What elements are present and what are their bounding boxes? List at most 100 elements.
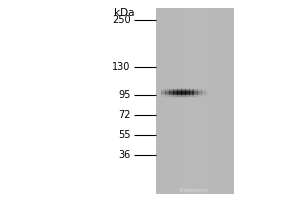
FancyBboxPatch shape xyxy=(185,91,186,92)
FancyBboxPatch shape xyxy=(178,93,179,94)
FancyBboxPatch shape xyxy=(194,89,195,90)
FancyBboxPatch shape xyxy=(178,91,179,92)
FancyBboxPatch shape xyxy=(186,92,187,93)
FancyBboxPatch shape xyxy=(168,91,169,92)
FancyBboxPatch shape xyxy=(185,90,186,91)
FancyBboxPatch shape xyxy=(163,93,164,94)
FancyBboxPatch shape xyxy=(179,93,180,94)
FancyBboxPatch shape xyxy=(201,93,202,94)
FancyBboxPatch shape xyxy=(168,90,169,91)
FancyBboxPatch shape xyxy=(192,92,193,93)
FancyBboxPatch shape xyxy=(176,91,178,92)
FancyBboxPatch shape xyxy=(179,92,180,93)
FancyBboxPatch shape xyxy=(184,91,186,92)
FancyBboxPatch shape xyxy=(176,96,177,97)
FancyBboxPatch shape xyxy=(193,90,194,91)
FancyBboxPatch shape xyxy=(195,94,196,95)
FancyBboxPatch shape xyxy=(192,90,193,91)
FancyBboxPatch shape xyxy=(170,90,171,91)
FancyBboxPatch shape xyxy=(170,96,171,97)
FancyBboxPatch shape xyxy=(199,94,200,95)
FancyBboxPatch shape xyxy=(198,91,199,92)
FancyBboxPatch shape xyxy=(172,96,174,97)
FancyBboxPatch shape xyxy=(175,91,176,92)
FancyBboxPatch shape xyxy=(192,95,193,96)
FancyBboxPatch shape xyxy=(188,93,189,94)
FancyBboxPatch shape xyxy=(194,93,195,94)
FancyBboxPatch shape xyxy=(164,93,165,94)
FancyBboxPatch shape xyxy=(164,90,166,91)
Text: Elabscience: Elabscience xyxy=(179,188,208,193)
FancyBboxPatch shape xyxy=(161,91,162,92)
FancyBboxPatch shape xyxy=(172,89,173,90)
FancyBboxPatch shape xyxy=(201,92,202,93)
FancyBboxPatch shape xyxy=(190,95,191,96)
FancyBboxPatch shape xyxy=(199,92,200,93)
FancyBboxPatch shape xyxy=(172,92,174,93)
FancyBboxPatch shape xyxy=(197,94,198,95)
FancyBboxPatch shape xyxy=(172,94,174,95)
FancyBboxPatch shape xyxy=(161,92,162,93)
FancyBboxPatch shape xyxy=(176,96,178,97)
FancyBboxPatch shape xyxy=(176,89,178,90)
FancyBboxPatch shape xyxy=(187,92,188,93)
FancyBboxPatch shape xyxy=(163,94,164,95)
FancyBboxPatch shape xyxy=(202,92,203,93)
FancyBboxPatch shape xyxy=(172,90,173,91)
FancyBboxPatch shape xyxy=(195,89,196,90)
FancyBboxPatch shape xyxy=(186,91,187,92)
FancyBboxPatch shape xyxy=(168,93,169,94)
FancyBboxPatch shape xyxy=(193,91,194,92)
FancyBboxPatch shape xyxy=(201,92,202,93)
FancyBboxPatch shape xyxy=(195,92,196,93)
FancyBboxPatch shape xyxy=(191,89,192,90)
FancyBboxPatch shape xyxy=(162,94,163,95)
FancyBboxPatch shape xyxy=(162,90,163,91)
FancyBboxPatch shape xyxy=(193,94,194,95)
FancyBboxPatch shape xyxy=(160,92,162,93)
FancyBboxPatch shape xyxy=(190,96,191,97)
FancyBboxPatch shape xyxy=(166,91,167,92)
FancyBboxPatch shape xyxy=(198,94,199,95)
FancyBboxPatch shape xyxy=(193,92,194,93)
FancyBboxPatch shape xyxy=(161,94,162,95)
FancyBboxPatch shape xyxy=(185,93,186,94)
FancyBboxPatch shape xyxy=(169,90,170,91)
FancyBboxPatch shape xyxy=(181,91,182,92)
Text: 36: 36 xyxy=(118,150,130,160)
FancyBboxPatch shape xyxy=(177,96,178,97)
FancyBboxPatch shape xyxy=(190,94,191,95)
FancyBboxPatch shape xyxy=(181,94,182,95)
FancyBboxPatch shape xyxy=(191,92,192,93)
FancyBboxPatch shape xyxy=(187,96,188,97)
FancyBboxPatch shape xyxy=(182,96,183,97)
FancyBboxPatch shape xyxy=(179,93,180,94)
FancyBboxPatch shape xyxy=(183,94,184,95)
FancyBboxPatch shape xyxy=(169,92,170,93)
FancyBboxPatch shape xyxy=(185,94,186,95)
FancyBboxPatch shape xyxy=(200,90,201,91)
Text: kDa: kDa xyxy=(114,8,135,18)
FancyBboxPatch shape xyxy=(163,92,164,93)
FancyBboxPatch shape xyxy=(190,90,191,91)
FancyBboxPatch shape xyxy=(167,89,168,90)
FancyBboxPatch shape xyxy=(189,94,190,95)
FancyBboxPatch shape xyxy=(179,91,180,92)
FancyBboxPatch shape xyxy=(183,89,184,90)
FancyBboxPatch shape xyxy=(196,91,197,92)
Text: 250: 250 xyxy=(112,15,130,25)
FancyBboxPatch shape xyxy=(193,94,194,95)
FancyBboxPatch shape xyxy=(197,90,198,91)
FancyBboxPatch shape xyxy=(188,94,189,95)
FancyBboxPatch shape xyxy=(174,90,175,91)
FancyBboxPatch shape xyxy=(173,93,174,94)
FancyBboxPatch shape xyxy=(170,94,171,95)
FancyBboxPatch shape xyxy=(173,96,174,97)
FancyBboxPatch shape xyxy=(183,89,184,90)
FancyBboxPatch shape xyxy=(194,93,195,94)
FancyBboxPatch shape xyxy=(172,94,173,95)
FancyBboxPatch shape xyxy=(200,94,202,95)
FancyBboxPatch shape xyxy=(181,92,182,93)
FancyBboxPatch shape xyxy=(190,92,191,93)
FancyBboxPatch shape xyxy=(175,95,176,96)
